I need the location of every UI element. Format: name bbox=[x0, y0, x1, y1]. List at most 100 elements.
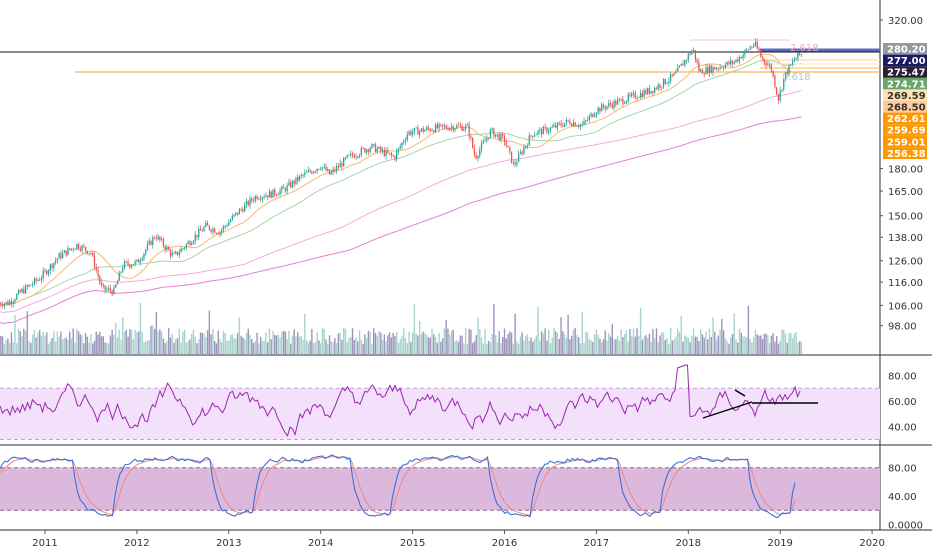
candle-body bbox=[7, 301, 9, 306]
candle-body bbox=[563, 123, 566, 127]
candle-body bbox=[390, 153, 393, 156]
volume-bar bbox=[42, 331, 44, 354]
volume-bar bbox=[408, 331, 410, 354]
candle-body bbox=[767, 64, 769, 66]
candle-body bbox=[502, 134, 504, 136]
candle-body bbox=[323, 166, 325, 168]
stoch-k-line bbox=[0, 454, 796, 519]
volume-bar bbox=[187, 341, 189, 354]
candle-body bbox=[464, 125, 467, 130]
volume-bar bbox=[496, 342, 499, 354]
candle-body bbox=[258, 198, 260, 200]
price-label: 256.38 bbox=[887, 149, 926, 160]
candle-body bbox=[708, 65, 711, 74]
volume-bar bbox=[786, 342, 788, 354]
volume-bar bbox=[376, 335, 378, 354]
volume-bar bbox=[708, 328, 711, 354]
candle-body bbox=[298, 175, 301, 181]
volume-bar bbox=[206, 330, 209, 354]
volume-bar bbox=[198, 339, 200, 354]
candle-body bbox=[350, 153, 352, 155]
volume-bar bbox=[323, 328, 325, 354]
candle-body bbox=[424, 129, 426, 132]
candle-body bbox=[12, 301, 14, 304]
candle-body bbox=[495, 134, 497, 137]
candle-body bbox=[148, 240, 150, 245]
volume-bar bbox=[357, 341, 359, 354]
volume-bar bbox=[282, 330, 285, 354]
volume-bar bbox=[403, 328, 405, 354]
volume-bar bbox=[277, 334, 279, 354]
candle-body bbox=[208, 225, 211, 230]
volume-bar bbox=[344, 328, 347, 354]
volume-bar bbox=[539, 340, 541, 354]
volume-bar bbox=[44, 335, 46, 354]
candle-body bbox=[81, 245, 83, 251]
candle-body bbox=[510, 151, 513, 163]
candle-body bbox=[673, 73, 675, 76]
volume-bar bbox=[464, 328, 467, 354]
volume-bar bbox=[482, 343, 484, 354]
price-label-box bbox=[883, 77, 927, 90]
volume-bar bbox=[159, 329, 161, 354]
volume-bar bbox=[507, 333, 509, 354]
volume-bar bbox=[28, 340, 30, 354]
candle-body bbox=[747, 49, 750, 51]
candle-body bbox=[99, 276, 101, 283]
volume-bar bbox=[436, 342, 439, 354]
candle-body bbox=[270, 191, 272, 198]
candle-body bbox=[664, 78, 666, 84]
candle-body bbox=[744, 50, 746, 55]
volume-bar bbox=[447, 328, 449, 354]
price-label-box bbox=[883, 89, 927, 101]
time-axis[interactable]: 2011 2012 2013 2014 2015 2016 2017 2018 2019 2020 bbox=[32, 530, 885, 549]
volume-bar bbox=[714, 331, 716, 354]
candle-body bbox=[394, 156, 396, 159]
candle-body bbox=[657, 84, 659, 89]
volume-bar bbox=[569, 339, 571, 354]
volume-bar bbox=[373, 328, 375, 354]
candle-body bbox=[608, 103, 610, 107]
volume-bar bbox=[281, 331, 283, 354]
candle-body bbox=[129, 264, 131, 268]
candle-body bbox=[611, 104, 613, 108]
candle-body bbox=[470, 136, 472, 138]
candle-body bbox=[427, 127, 430, 129]
volume-bar bbox=[51, 338, 53, 354]
volume-bar bbox=[381, 339, 384, 354]
candle-body bbox=[798, 52, 801, 55]
candle-body bbox=[457, 125, 460, 127]
volume-bar bbox=[311, 328, 313, 354]
candle-body bbox=[413, 128, 416, 132]
candle-body bbox=[252, 200, 255, 202]
volume-bar bbox=[555, 331, 557, 354]
candle-body bbox=[141, 258, 143, 261]
volume-bar bbox=[509, 331, 511, 354]
volume-bar bbox=[452, 329, 454, 354]
volume-bar bbox=[680, 315, 682, 354]
candle-body bbox=[196, 234, 198, 238]
volume-bar bbox=[512, 343, 515, 354]
rsi-trendline[interactable] bbox=[734, 389, 746, 397]
volume-bar bbox=[613, 338, 615, 354]
volume-bar bbox=[790, 332, 792, 354]
volume-bar bbox=[30, 342, 32, 354]
candle-body bbox=[327, 169, 329, 171]
candle-body bbox=[201, 230, 203, 232]
candle-body bbox=[477, 156, 479, 159]
volume-bar bbox=[83, 343, 85, 354]
volume-bar bbox=[346, 341, 348, 354]
candle-body bbox=[175, 251, 177, 254]
volume-bar bbox=[562, 331, 564, 354]
candle-body bbox=[263, 196, 265, 198]
candle-body bbox=[507, 145, 509, 148]
candle-body bbox=[777, 94, 780, 101]
volume-bar bbox=[395, 331, 398, 354]
stoch-d-line bbox=[0, 455, 796, 516]
rsi-trendline[interactable] bbox=[702, 401, 753, 419]
volume-bar bbox=[742, 336, 744, 354]
time-tick-label: 2018 bbox=[676, 538, 701, 549]
price-axis[interactable]: 98.00 106.00 116.00 126.00 138.00 150.00 165.0… bbox=[880, 16, 927, 333]
candle-body bbox=[540, 129, 543, 135]
candle-body bbox=[316, 168, 318, 172]
